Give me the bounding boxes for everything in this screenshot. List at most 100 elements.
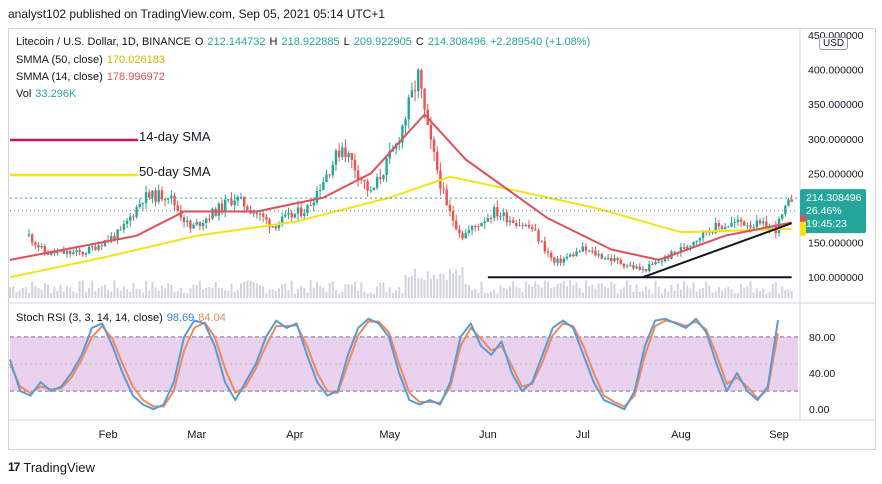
currency-badge[interactable]: USD	[819, 37, 849, 50]
volume-bar	[626, 280, 629, 298]
candle-body	[217, 203, 221, 216]
volume-bar	[740, 283, 743, 298]
candle-body	[673, 251, 676, 253]
candle-body	[442, 188, 445, 190]
volume-bar	[556, 284, 559, 298]
candle-body	[331, 164, 334, 176]
volume-bar	[40, 290, 43, 298]
volume-bar	[714, 291, 717, 298]
volume-bar	[762, 288, 765, 298]
legend-l: 209.922905	[353, 36, 412, 48]
candle-body	[211, 208, 214, 219]
volume-bar	[328, 282, 331, 298]
volume-bar	[521, 292, 524, 298]
candle-body	[268, 219, 271, 228]
volume-bar	[689, 288, 692, 298]
volume-bar	[379, 282, 382, 298]
volume-bar	[15, 292, 18, 298]
candle-body	[581, 246, 585, 252]
volume-bar	[97, 288, 100, 298]
legend-change: +2.289540 (+1.08%)	[489, 36, 591, 48]
legend-symbol: Litecoin / U.S. Dollar, 1D, BINANCE	[16, 36, 191, 48]
volume-bar	[9, 287, 11, 298]
volume-bar	[24, 286, 27, 298]
volume-bar	[135, 289, 138, 298]
volume-bar	[445, 279, 448, 298]
candle-body	[404, 119, 407, 126]
candle-body	[223, 199, 227, 211]
candle-body	[470, 225, 474, 231]
candle-body	[483, 221, 486, 223]
volume-bar	[464, 283, 467, 298]
volume-bar	[778, 293, 781, 298]
candle-body	[84, 253, 88, 255]
candle-body	[758, 220, 762, 224]
volume-bar	[53, 287, 56, 298]
volume-bar	[157, 290, 160, 298]
volume-bar	[442, 274, 445, 298]
volume-bar	[727, 286, 730, 298]
candle-body	[638, 266, 641, 270]
legend-sma50-value: 170.026183	[106, 54, 165, 66]
volume-bar	[594, 288, 597, 298]
volume-bar	[502, 287, 505, 298]
volume-bar	[638, 291, 641, 298]
candle-body	[135, 207, 138, 217]
candle-body	[616, 258, 619, 261]
volume-bar	[790, 290, 793, 298]
volume-bar	[388, 287, 391, 298]
volume-bar	[632, 291, 635, 298]
candle-body	[195, 221, 198, 225]
volume-bar	[695, 291, 698, 298]
volume-bar	[676, 283, 679, 298]
candle-body	[350, 153, 353, 160]
chart-frame	[8, 28, 876, 450]
candle-body	[103, 240, 107, 247]
volume-bar	[227, 290, 230, 298]
candle-body	[242, 196, 246, 207]
candle-body	[420, 69, 423, 89]
volume-bar	[205, 287, 208, 298]
volume-bar	[138, 289, 141, 298]
candle-body	[271, 226, 274, 228]
volume-bar	[546, 281, 549, 298]
volume-bar	[284, 283, 287, 298]
candle-body	[787, 199, 790, 206]
candle-body	[125, 220, 129, 224]
candle-body	[388, 151, 391, 159]
volume-bar	[363, 291, 366, 298]
candle-body	[27, 234, 31, 236]
legend-rsi-label: Stoch RSI (3, 3, 14, 14, close)	[16, 312, 163, 324]
candle-body	[496, 207, 499, 217]
volume-bar	[88, 287, 91, 298]
candle-body	[575, 251, 578, 257]
volume-bar	[296, 288, 299, 298]
candle-body	[375, 177, 379, 188]
candle-body	[186, 220, 189, 223]
candle-body	[154, 190, 157, 202]
candle-body	[518, 224, 521, 226]
header-bar: analyst102 published on TradingView.com,…	[0, 0, 882, 28]
volume-bar	[458, 275, 461, 298]
time-axis-tick: Feb	[99, 429, 118, 441]
time-axis-tick: Sep	[769, 429, 789, 441]
volume-bar	[480, 281, 483, 298]
candle-body	[94, 246, 97, 250]
sma50-axis-marker	[800, 221, 806, 236]
candle-body	[198, 221, 202, 226]
candle-body	[208, 218, 211, 220]
volume-bar	[771, 283, 774, 298]
volume-bar	[230, 283, 233, 298]
volume-bar	[711, 292, 714, 298]
volume-bar	[255, 283, 258, 298]
candle-body	[37, 245, 40, 248]
candle-body	[201, 222, 205, 226]
candle-body	[296, 207, 300, 214]
candle-body	[474, 225, 477, 227]
volume-bar	[524, 281, 527, 298]
candle-body	[657, 262, 660, 264]
volume-bar	[341, 291, 344, 298]
candle-body	[246, 206, 249, 210]
candle-body	[328, 174, 331, 176]
